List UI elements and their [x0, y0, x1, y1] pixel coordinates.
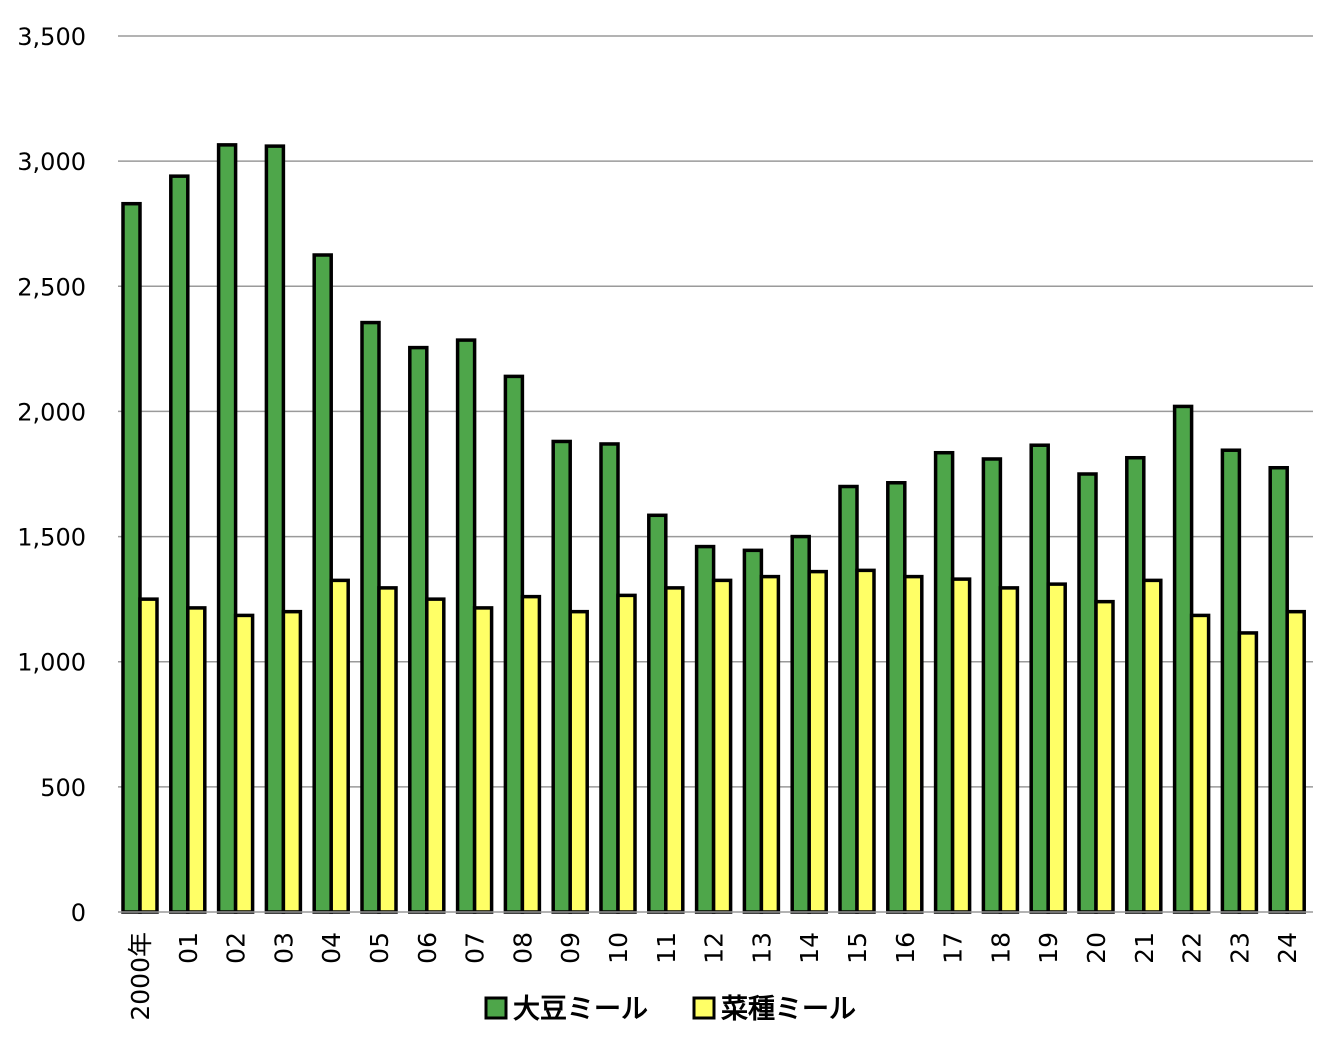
y-tick-label: 0: [71, 899, 86, 927]
x-tick-label: 05: [365, 932, 394, 964]
bar-soybean-meal: [647, 513, 668, 914]
bar-soybean-meal: [455, 338, 477, 914]
x-tick-label: 10: [604, 932, 633, 964]
x-tick-label: 12: [700, 932, 729, 964]
x-tick-label: 16: [891, 932, 920, 964]
x-tick-label: 22: [1178, 932, 1207, 964]
legend-label-rapeseed-meal: 菜種ミール: [720, 994, 856, 1025]
x-axis-tick-labels: 2000年 01 02 03 04 05 06 07 08 09 10 11 12 13 14 15 16 17 1…: [126, 932, 1302, 1021]
x-tick-label: 01: [174, 932, 203, 964]
bar-rapeseed-meal: [1237, 631, 1259, 914]
bar-soybean-meal: [503, 374, 525, 914]
x-tick-label: 04: [317, 932, 346, 964]
bar-rapeseed-meal: [377, 586, 398, 914]
bar-rapeseed-meal: [1046, 582, 1067, 914]
bar-rapeseed-meal: [664, 586, 685, 914]
bar-rapeseed-meal: [472, 606, 494, 914]
bar-soybean-meal: [1172, 404, 1194, 914]
x-tick-label: 21: [1130, 932, 1159, 964]
x-tick-label: 07: [461, 932, 490, 964]
x-tick-label: 19: [1034, 932, 1063, 964]
y-tick-label: 1,000: [17, 649, 86, 677]
y-tick-label: 3,500: [17, 23, 86, 51]
x-tick-label: 24: [1273, 932, 1302, 964]
bar-soybean-meal: [981, 457, 1003, 914]
bar-soybean-meal: [694, 544, 716, 914]
bar-soybean-meal: [838, 484, 859, 914]
bar-rapeseed-meal: [807, 569, 828, 914]
bar-rapeseed-meal: [1285, 609, 1306, 914]
bar-rapeseed-meal: [759, 574, 781, 914]
bar-soybean-meal: [1268, 465, 1289, 914]
x-tick-label: 11: [652, 932, 681, 964]
bar-soybean-meal: [1125, 455, 1146, 914]
bar-rapeseed-meal: [1094, 599, 1115, 914]
bar-rapeseed-meal: [425, 597, 446, 914]
bar-rapeseed-meal: [520, 594, 542, 914]
bar-rapeseed-meal: [711, 578, 733, 914]
bar-soybean-meal: [599, 442, 620, 914]
bar-soybean-meal: [264, 144, 286, 914]
bars: [121, 143, 1306, 914]
bar-soybean-meal: [408, 345, 429, 914]
bar-rapeseed-meal: [1142, 578, 1163, 914]
x-tick-label: 14: [795, 932, 824, 964]
bar-rapeseed-meal: [186, 606, 207, 914]
bar-rapeseed-meal: [998, 586, 1020, 914]
x-tick-label: 15: [843, 932, 872, 964]
bar-soybean-meal: [551, 439, 572, 914]
bar-rapeseed-meal: [329, 578, 350, 914]
x-tick-label: 13: [747, 932, 776, 964]
bar-soybean-meal: [886, 481, 907, 914]
y-tick-label: 2,000: [17, 398, 86, 426]
bar-rapeseed-meal: [138, 597, 159, 914]
bar-soybean-meal: [1220, 448, 1242, 914]
bar-rapeseed-meal: [903, 574, 924, 914]
y-tick-label: 2,500: [17, 273, 86, 301]
bar-soybean-meal: [1077, 472, 1098, 914]
y-tick-label: 3,000: [17, 148, 86, 176]
bar-soybean-meal: [933, 450, 955, 914]
bar-rapeseed-meal: [1189, 613, 1211, 914]
bar-soybean-meal: [121, 201, 142, 914]
bar-soybean-meal: [360, 320, 381, 914]
bar-soybean-meal: [1029, 443, 1050, 914]
x-tick-label: 03: [269, 932, 298, 964]
bar-soybean-meal: [216, 143, 238, 914]
y-axis-tick-labels: 0 500 1,000 1,500 2,000 2,500 3,000 3,500: [17, 23, 86, 927]
bar-rapeseed-meal: [616, 593, 637, 914]
bar-rapeseed-meal: [233, 613, 255, 914]
bar-rapeseed-meal: [281, 609, 303, 914]
legend: 大豆ミール 菜種ミール: [484, 994, 856, 1025]
x-tick-label: 08: [508, 932, 537, 964]
bar-soybean-meal: [169, 174, 190, 914]
legend-swatch-soybean-meal: [484, 996, 508, 1020]
legend-label-soybean-meal: 大豆ミール: [513, 994, 648, 1025]
x-tick-label: 09: [556, 932, 585, 964]
bar-soybean-meal: [790, 534, 811, 914]
bar-rapeseed-meal: [950, 577, 972, 914]
x-tick-label: 17: [939, 932, 968, 964]
x-tick-label: 23: [1225, 932, 1254, 964]
y-tick-label: 1,500: [17, 524, 86, 552]
x-tick-label: 18: [986, 932, 1015, 964]
x-tick-label: 20: [1082, 932, 1111, 964]
bar-soybean-meal: [312, 253, 333, 914]
bar-rapeseed-meal: [568, 609, 589, 914]
x-tick-label: 2000年: [126, 932, 155, 1021]
legend-swatch-rapeseed-meal: [692, 996, 716, 1020]
x-tick-label: 02: [222, 932, 251, 964]
y-tick-label: 500: [40, 774, 86, 802]
bar-soybean-meal: [742, 548, 764, 914]
bar-rapeseed-meal: [855, 568, 876, 914]
x-tick-label: 06: [413, 932, 442, 964]
